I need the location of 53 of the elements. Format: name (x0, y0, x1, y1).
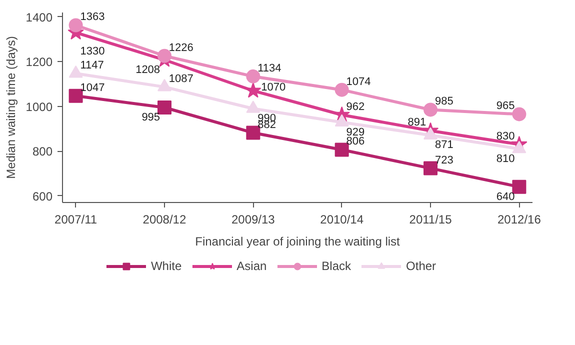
y-tick-label: 1000 (26, 100, 53, 114)
x-tick-label: 2008/12 (142, 212, 186, 226)
point (512, 180, 526, 194)
y-tick-label: 1400 (26, 10, 53, 24)
point (157, 48, 172, 63)
point (68, 18, 83, 32)
x-axis-title: Financial year of joining the waiting list (195, 234, 401, 248)
data-label: 985 (434, 96, 454, 108)
data-label: 891 (408, 116, 426, 129)
y-tick-label: 600 (32, 189, 53, 204)
point (157, 100, 172, 114)
data-label: 723 (434, 154, 454, 166)
data-label: 806 (346, 136, 365, 148)
x-tick-label: 2009/13 (231, 212, 276, 226)
point (157, 78, 172, 92)
point (246, 100, 260, 113)
data-label: 830 (496, 130, 515, 142)
legend-label: Asian (236, 258, 267, 274)
data-label: 1134 (258, 62, 282, 74)
point (68, 88, 83, 103)
x-tick-label: 2011/15 (409, 212, 452, 226)
data-label: 1074 (346, 76, 371, 88)
y-tick-label: 1200 (26, 55, 53, 70)
data-label: 871 (434, 139, 454, 152)
data-label: 1070 (261, 82, 286, 94)
point (334, 82, 349, 97)
data-label: 965 (496, 100, 515, 112)
x-tick-label: 2012/16 (498, 212, 542, 226)
data-label: 1226 (168, 42, 194, 54)
point (246, 69, 260, 84)
data-label: 1047 (80, 82, 105, 94)
data-label: 1208 (136, 64, 160, 76)
data-label: 1363 (80, 11, 105, 24)
legend-label: White (150, 258, 182, 274)
data-label: 810 (496, 152, 515, 165)
data-label: 962 (346, 100, 365, 113)
point (512, 140, 526, 154)
data-label: 995 (142, 112, 160, 124)
data-label: 640 (496, 190, 515, 203)
y-tick-label: 800 (32, 144, 53, 159)
data-label: 1087 (168, 72, 194, 85)
x-tick-label: 2007/11 (54, 212, 98, 226)
data-label: 1330 (80, 46, 105, 58)
point (245, 82, 262, 98)
legend-label: Other (406, 258, 436, 274)
point (424, 127, 438, 140)
legend-label: Black (322, 258, 352, 274)
x-tick-label: 2010/14 (320, 212, 364, 226)
y-axis-title: Median waiting time (days) (4, 36, 18, 179)
data-label: 1147 (80, 60, 104, 72)
data-label: 882 (258, 118, 276, 131)
point (68, 66, 83, 78)
point (334, 114, 349, 127)
